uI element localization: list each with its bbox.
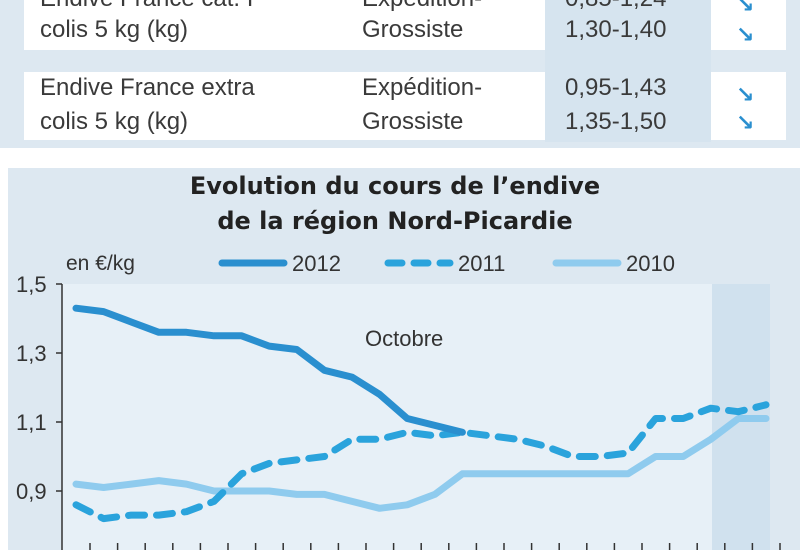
stage-label: Expédition-	[362, 74, 483, 101]
price-range: 0,95-1,43	[565, 74, 667, 101]
trend-down-icon: ↘	[736, 22, 755, 47]
y-tick-label: 1,5	[16, 272, 47, 297]
trend-down-icon: ↘	[736, 110, 755, 135]
y-tick-label: 1,1	[16, 410, 47, 435]
series-line-2012	[72, 304, 466, 436]
chart-title-line1: Evolution du cours de l’endive	[189, 172, 601, 200]
product-label: colis 5 kg (kg)	[40, 16, 189, 43]
y-tick-label: 0,9	[16, 479, 47, 504]
stage-label: Grossiste	[362, 16, 464, 43]
price-range: 1,30-1,40	[565, 16, 667, 43]
stage-label: Expédition-	[362, 0, 482, 16]
series-line-2010	[72, 415, 770, 512]
legend-label-2010: 2010	[626, 251, 675, 276]
price-range: 1,35-1,50	[565, 108, 667, 135]
stage-label: Grossiste	[362, 108, 464, 135]
y-tick-label: 1,3	[16, 341, 47, 366]
price-column	[545, 0, 711, 142]
series-line-2011	[72, 401, 770, 523]
legend-label-2012: 2012	[292, 251, 341, 276]
product-label: Endive France cat. I	[40, 0, 253, 16]
y-axis-label: en €/kg	[66, 252, 135, 275]
product-label: colis 5 kg (kg)	[40, 108, 189, 135]
chart-title-line2: de la région Nord-Picardie	[217, 207, 573, 235]
trend-down-icon: ↘	[736, 82, 755, 107]
y-tick-label: 0,7	[16, 548, 47, 550]
price-range: 0,85-1,24	[565, 0, 666, 16]
product-label: Endive France extra	[40, 74, 255, 101]
legend-label-2011: 2011	[458, 251, 505, 276]
trend-down-icon: ↘	[736, 0, 755, 17]
month-annotation: Octobre	[365, 326, 443, 351]
